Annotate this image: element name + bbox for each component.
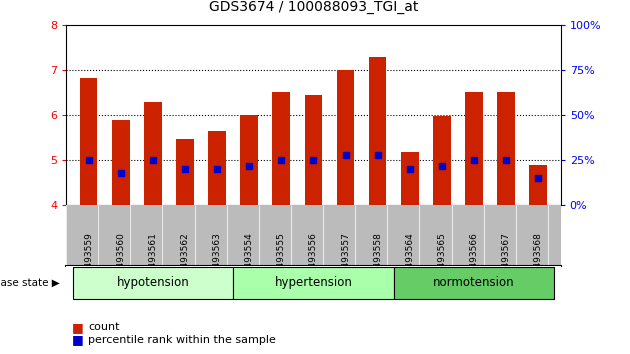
Bar (465, 92, 483, 205)
Bar (72, 267, 233, 299)
Bar (401, 152, 418, 205)
Bar (112, 120, 130, 205)
Text: GSM493560: GSM493560 (117, 233, 125, 287)
Text: GSM493565: GSM493565 (437, 233, 447, 287)
Text: GSM493568: GSM493568 (534, 233, 542, 287)
Text: hypotension: hypotension (117, 276, 189, 289)
Bar (209, 131, 226, 205)
Text: percentile rank within the sample: percentile rank within the sample (88, 335, 276, 345)
Text: GSM493558: GSM493558 (373, 233, 382, 287)
Bar (144, 102, 162, 205)
Bar (304, 95, 323, 205)
Text: disease state ▶: disease state ▶ (0, 278, 60, 288)
Text: GSM493559: GSM493559 (84, 233, 93, 287)
Bar (273, 92, 290, 205)
Bar (176, 138, 194, 205)
Text: GSM493564: GSM493564 (405, 233, 415, 287)
Bar (233, 267, 394, 299)
Bar (497, 92, 515, 205)
Text: count: count (88, 322, 120, 332)
Text: GSM493556: GSM493556 (309, 233, 318, 287)
Text: normotension: normotension (433, 276, 515, 289)
Bar (433, 116, 450, 205)
Text: ■: ■ (72, 321, 88, 334)
Text: hypertension: hypertension (275, 276, 352, 289)
Text: GSM493562: GSM493562 (180, 233, 190, 287)
Text: GSM493557: GSM493557 (341, 233, 350, 287)
Bar (394, 267, 554, 299)
Bar (80, 78, 98, 205)
Text: GDS3674 / 100088093_TGI_at: GDS3674 / 100088093_TGI_at (209, 0, 418, 14)
Text: GSM493567: GSM493567 (501, 233, 510, 287)
Text: GSM493566: GSM493566 (469, 233, 479, 287)
Bar (529, 165, 547, 205)
Text: GSM493563: GSM493563 (212, 233, 222, 287)
Bar (336, 70, 354, 205)
Text: ■: ■ (72, 333, 88, 346)
Text: GSM493555: GSM493555 (277, 233, 286, 287)
Text: GSM493561: GSM493561 (148, 233, 158, 287)
Bar (241, 115, 258, 205)
Bar (369, 57, 386, 205)
Text: GSM493554: GSM493554 (244, 233, 254, 287)
